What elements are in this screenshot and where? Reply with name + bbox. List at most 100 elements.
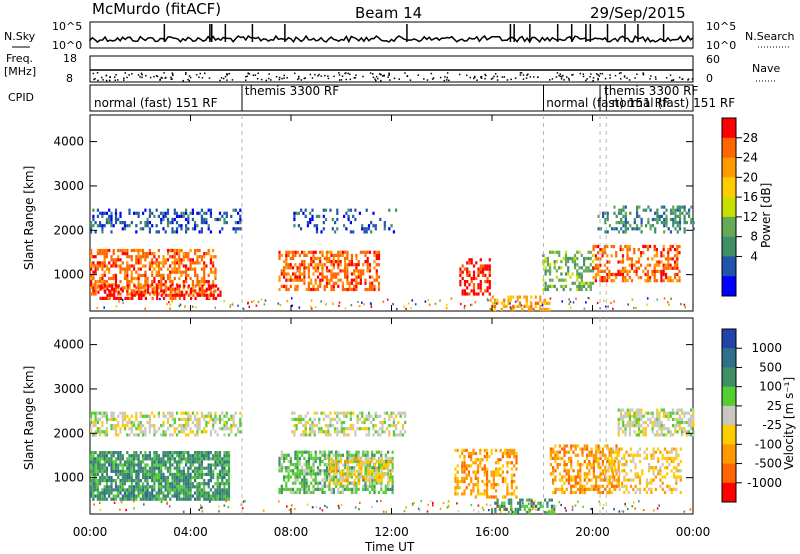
- data-cell: [336, 208, 339, 212]
- data-cell: [304, 420, 307, 425]
- data-cell: [610, 490, 613, 495]
- data-cell: [617, 269, 620, 273]
- data-cell: [200, 227, 203, 231]
- data-cell: [135, 454, 138, 458]
- data-cell: [501, 476, 504, 480]
- data-cell: [640, 414, 643, 418]
- data-cell: [571, 281, 574, 285]
- data-cell: [388, 227, 391, 231]
- data-cell: [633, 263, 636, 267]
- data-cell: [194, 284, 197, 288]
- data-cell: [344, 266, 347, 270]
- data-cell: [182, 494, 185, 498]
- data-cell: [374, 411, 377, 415]
- data-cell: [144, 497, 147, 501]
- data-cell: [486, 455, 489, 459]
- nave-point: [349, 78, 352, 81]
- data-cell: [130, 221, 133, 225]
- data-cell: [657, 447, 660, 451]
- data-cell: [383, 466, 386, 470]
- data-cell: [169, 463, 172, 467]
- data-cell: [471, 303, 473, 306]
- data-cell: [94, 472, 97, 476]
- data-cell: [479, 461, 482, 465]
- data-cell: [474, 476, 477, 480]
- data-cell: [379, 414, 382, 418]
- data-cell: [166, 494, 170, 498]
- data-cell: [287, 487, 290, 491]
- nave-point: [145, 74, 147, 77]
- data-cell: [341, 284, 344, 288]
- data-cell: [138, 290, 141, 294]
- data-cell: [99, 211, 102, 215]
- data-cell: [173, 261, 176, 265]
- data-cell: [583, 307, 586, 310]
- data-cell: [205, 497, 208, 501]
- data-cell: [151, 491, 154, 495]
- data-cell: [94, 433, 97, 437]
- data-cell: [592, 469, 595, 473]
- nave-point: [417, 74, 419, 76]
- data-cell: [350, 453, 353, 457]
- data-cell: [494, 298, 497, 302]
- data-cell: [209, 497, 212, 501]
- data-cell: [572, 444, 575, 448]
- data-cell: [676, 257, 679, 261]
- data-cell: [90, 252, 93, 256]
- data-cell: [139, 248, 142, 253]
- data-cell: [164, 479, 167, 483]
- data-cell: [216, 491, 219, 495]
- data-cell: [472, 270, 476, 274]
- data-cell: [692, 221, 695, 225]
- data-cell: [146, 497, 149, 501]
- data-cell: [203, 217, 206, 222]
- data-cell: [348, 456, 351, 460]
- data-cell: [214, 482, 217, 486]
- data-cell: [164, 214, 167, 218]
- data-cell: [189, 485, 192, 489]
- data-cell: [573, 253, 577, 257]
- nave-point: [354, 77, 357, 79]
- data-cell: [180, 258, 183, 262]
- data-cell: [483, 473, 486, 477]
- data-cell: [479, 464, 482, 468]
- data-cell: [289, 459, 292, 464]
- data-cell: [160, 286, 163, 290]
- data-cell: [617, 230, 621, 234]
- data-cell: [632, 456, 635, 460]
- data-cell: [301, 484, 304, 488]
- data-cell: [346, 253, 349, 257]
- data-cell: [164, 454, 167, 458]
- data-cell: [483, 470, 486, 474]
- data-cell: [518, 295, 522, 299]
- data-cell: [325, 466, 329, 470]
- data-cell: [121, 472, 124, 476]
- data-cell: [315, 230, 319, 234]
- data-cell: [90, 457, 93, 461]
- data-cell: [516, 295, 519, 299]
- data-cell: [510, 504, 513, 508]
- data-cell: [94, 221, 97, 225]
- data-cell: [346, 466, 349, 470]
- data-cell: [96, 454, 99, 458]
- data-cell: [103, 488, 106, 492]
- data-cell: [389, 469, 392, 473]
- data-cell: [114, 457, 118, 461]
- data-cell: [128, 472, 131, 476]
- data-cell: [592, 260, 595, 264]
- data-cell: [397, 411, 400, 415]
- data-cell: [497, 473, 500, 477]
- data-cell: [321, 459, 324, 464]
- data-cell: [468, 258, 471, 262]
- data-cell: [614, 487, 617, 491]
- data-cell: [486, 451, 489, 456]
- data-cell: [137, 433, 140, 437]
- data-cell: [492, 486, 495, 490]
- data-cell: [614, 450, 617, 454]
- data-cell: [488, 283, 491, 287]
- data-cell: [597, 466, 600, 470]
- data-cell: [617, 221, 621, 225]
- data-cell: [169, 424, 172, 428]
- data-cell: [182, 472, 185, 476]
- data-cell: [615, 214, 618, 218]
